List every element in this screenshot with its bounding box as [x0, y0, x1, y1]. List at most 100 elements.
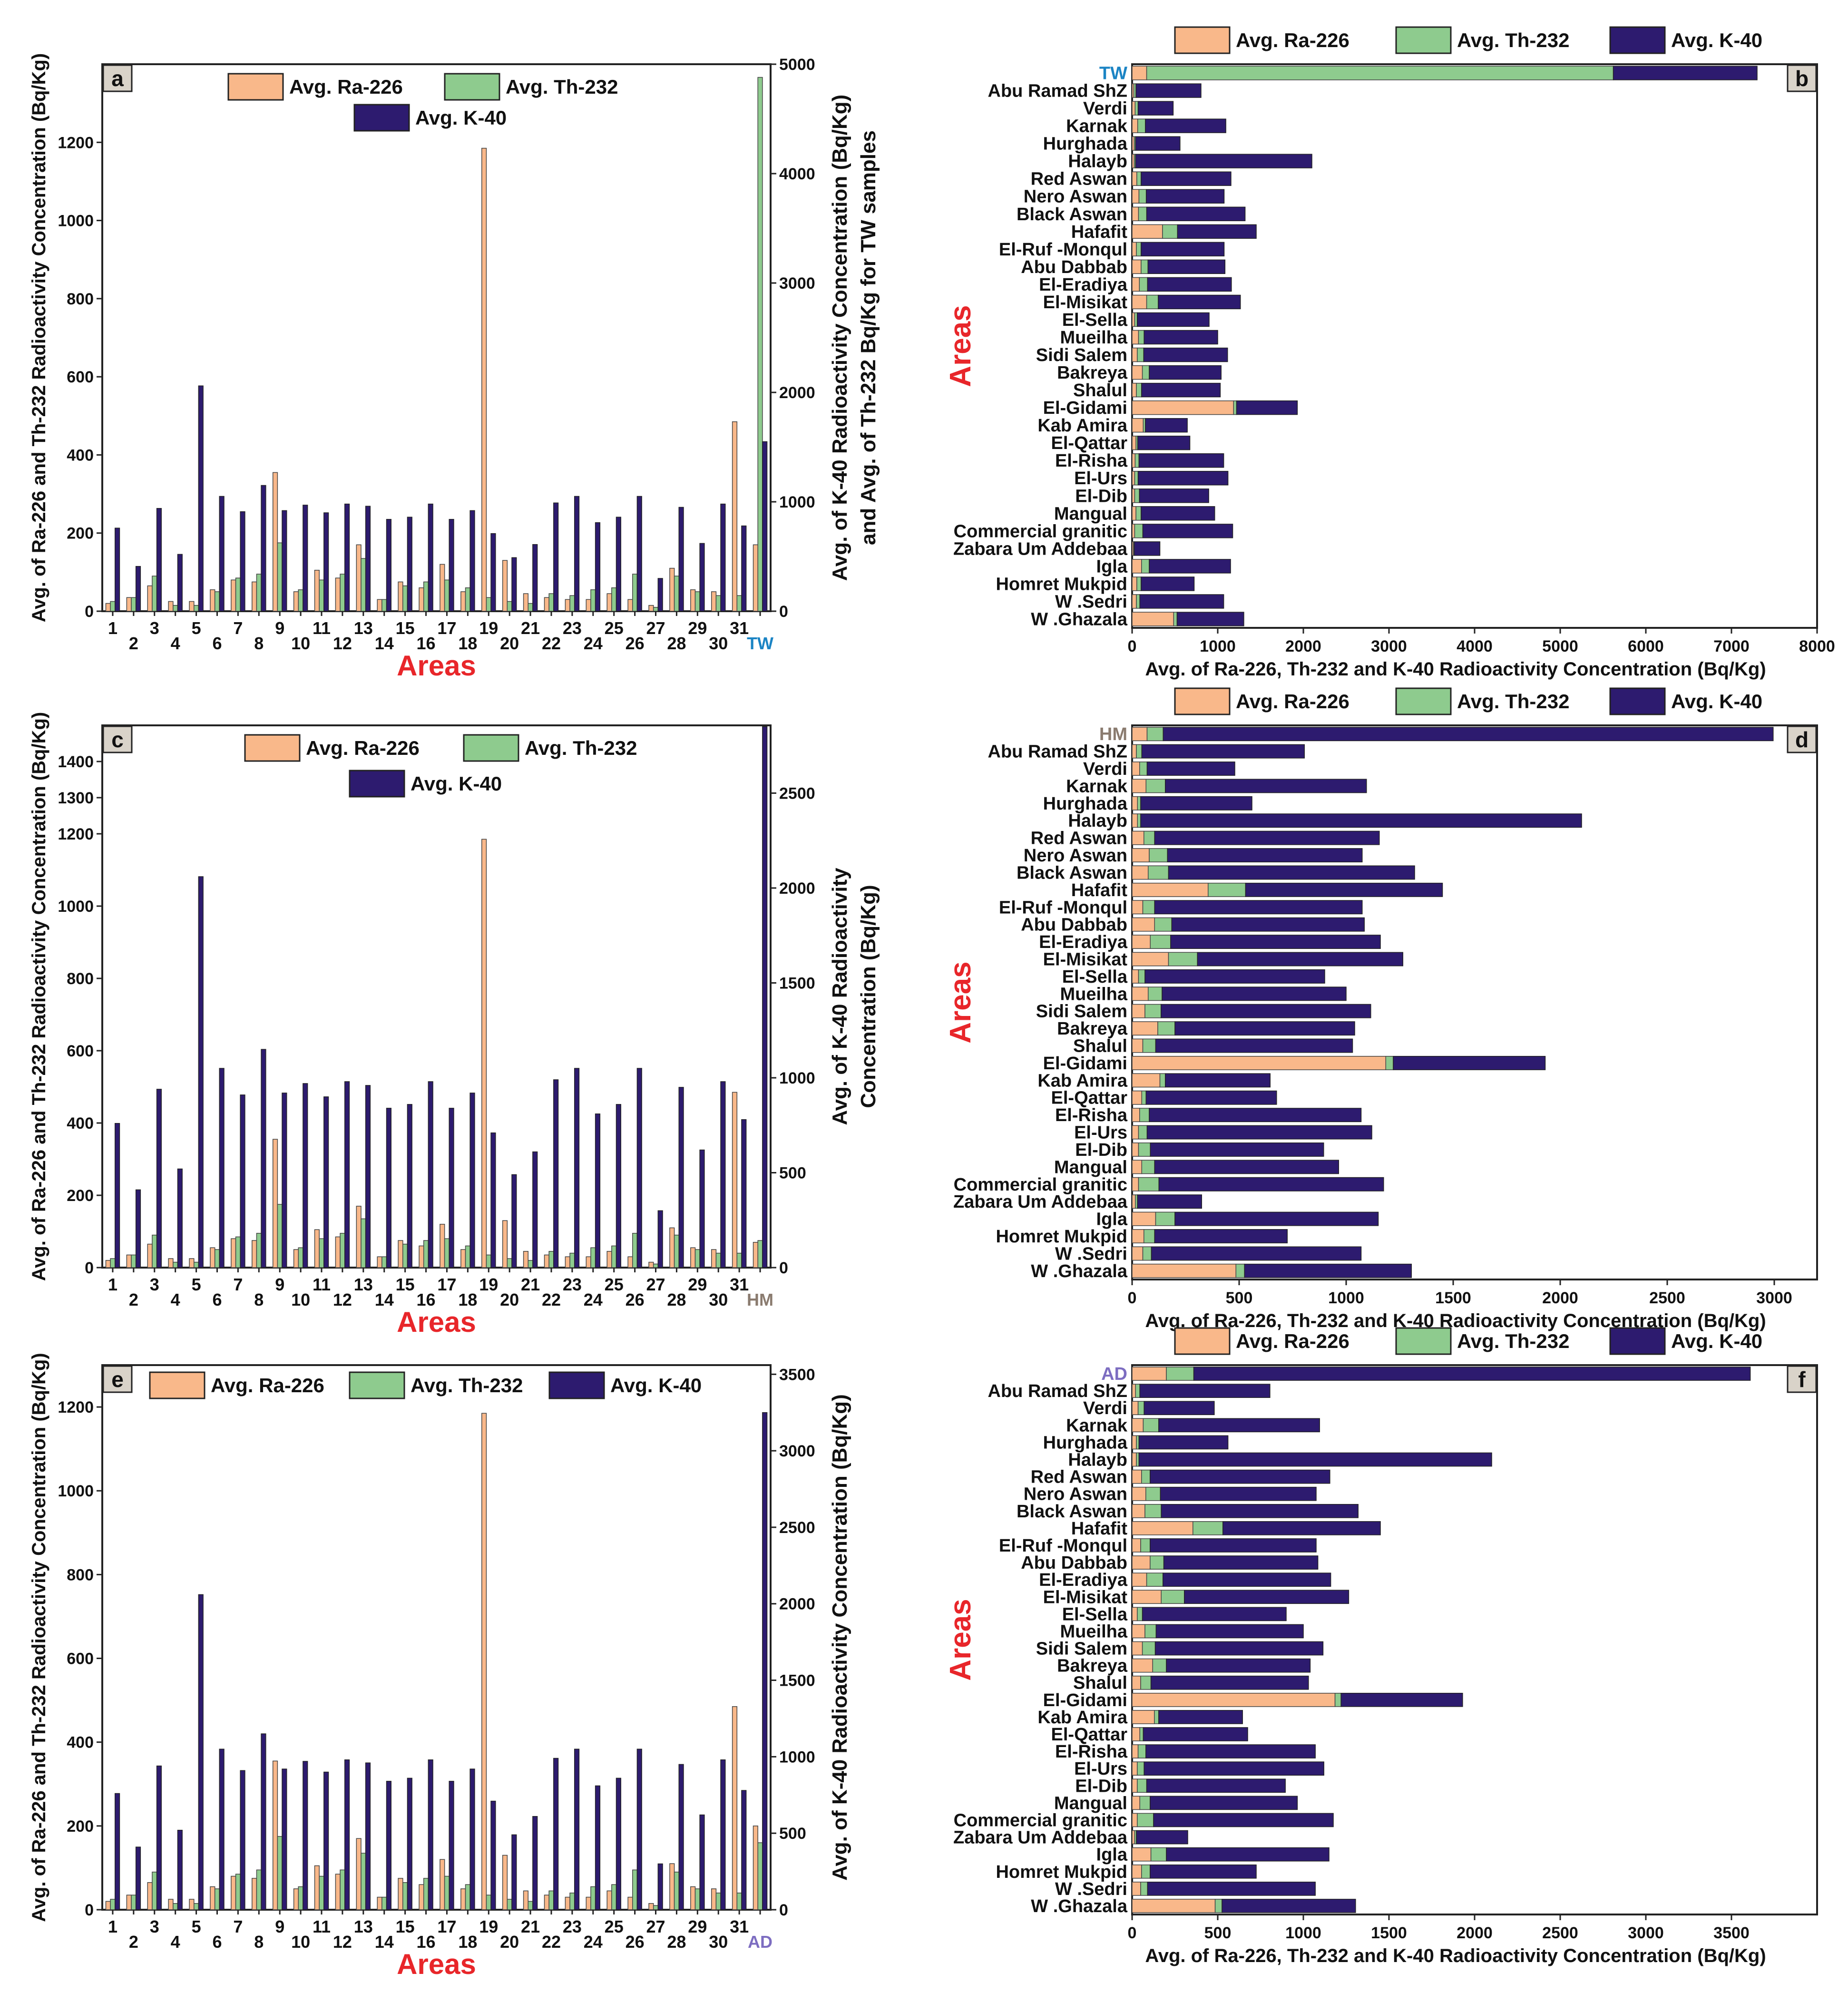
bar-th-21	[528, 1901, 533, 1910]
legend-k-label: Avg. K-40	[411, 772, 502, 795]
bar-k-6	[219, 496, 225, 612]
x-tick-label-HM: HM	[747, 1290, 773, 1309]
y-tick-label-W .Ghazala: W .Ghazala	[1031, 609, 1128, 629]
bar-ra-2	[126, 1895, 132, 1910]
y-tick-label-Abu Dabbab: Abu Dabbab	[1021, 1553, 1127, 1573]
legend-ra-label: Avg. Ra-226	[1236, 29, 1349, 51]
bar-th-22	[548, 1890, 554, 1910]
seg-k-Karnak	[1145, 118, 1226, 133]
x-tick-label-17: 17	[437, 1917, 456, 1936]
y-tick-label-Commercial granitic: Commercial granitic	[954, 1175, 1127, 1195]
seg-ra-Verdi	[1132, 762, 1140, 776]
y-tick-label-Karnak: Karnak	[1066, 1416, 1128, 1436]
seg-th-Kab Amira	[1154, 1710, 1159, 1724]
y-tick-label-Verdi: Verdi	[1083, 1398, 1127, 1418]
seg-k-Bakreya	[1174, 1021, 1355, 1036]
seg-ra-W .Ghazala	[1132, 1263, 1236, 1278]
bar-ra-15	[398, 581, 403, 612]
bar-k-25	[616, 517, 621, 612]
seg-k-El-Sella	[1137, 312, 1210, 327]
bar-ra-2	[126, 1254, 132, 1268]
seg-k-El-Ruf -Monqul	[1150, 1538, 1317, 1553]
y-tick-label-200: 200	[67, 1187, 94, 1205]
bar-k-14	[386, 1781, 391, 1910]
bar-ra-1	[105, 603, 111, 612]
seg-ra-El-Risha	[1132, 1744, 1139, 1758]
seg-k-Nero Aswan	[1167, 848, 1363, 862]
y-tick-label-El-Misikat: El-Misikat	[1043, 1587, 1128, 1607]
legend-ra-label: Avg. Ra-226	[1236, 1330, 1349, 1352]
bar-th-14	[381, 1896, 387, 1910]
seg-ra-Shalul	[1132, 1038, 1144, 1053]
y-tick-label-El-Misikat: El-Misikat	[1043, 293, 1128, 313]
y-tick-label-800: 800	[67, 970, 94, 988]
bar-ra-29	[690, 589, 696, 612]
bar-ra-11	[314, 570, 320, 612]
legend-ra-swatch	[1174, 26, 1231, 54]
bar-k-10	[303, 505, 308, 612]
bar-k-28	[678, 1087, 684, 1268]
x-tick-label-14: 14	[375, 1290, 394, 1309]
y-tick-label-Abu Ramad ShZ: Abu Ramad ShZ	[988, 1381, 1127, 1401]
seg-ra-Red Aswan	[1132, 171, 1137, 186]
y-tick-label-Hafafit: Hafafit	[1071, 222, 1128, 242]
seg-th-Sidi Salem	[1142, 1641, 1156, 1656]
bar-k-29	[699, 1149, 705, 1268]
seg-k-Red Aswan	[1154, 830, 1380, 845]
seg-k-W .Ghazala	[1244, 1263, 1412, 1278]
seg-ra-Kab Amira	[1132, 418, 1144, 433]
bar-ra-13	[356, 1838, 362, 1910]
seg-k-Mueilha	[1144, 330, 1218, 345]
y2-tick-label-2000: 2000	[779, 384, 815, 402]
bar-ra-4	[168, 601, 174, 612]
seg-th-W .Ghazala	[1214, 1899, 1222, 1913]
bar-k-16	[428, 503, 433, 612]
bar-ra-12	[335, 577, 341, 612]
bar-k-22	[553, 502, 559, 612]
seg-k-El-Misikat	[1184, 1590, 1349, 1604]
seg-ra-Commercial granitic	[1132, 1813, 1138, 1827]
bar-ra-16	[419, 1884, 424, 1910]
bar-th-20	[507, 1258, 512, 1268]
y2-axis-title-1: Concentration (Bq/Kg)	[857, 885, 880, 1108]
bar-k-13	[365, 1085, 371, 1268]
seg-ra-El-Ruf -Monqul	[1132, 1538, 1141, 1553]
seg-th-El-Dib	[1134, 488, 1140, 503]
y2-tick-label-2000: 2000	[779, 879, 815, 898]
y-tick-label-W .Ghazala: W .Ghazala	[1031, 1261, 1128, 1281]
y-tick-label-Zabara Um Addebaa: Zabara Um Addebaa	[953, 1192, 1128, 1212]
seg-th-Kab Amira	[1159, 1073, 1166, 1088]
y-axis-title: Avg. of Ra-226 and Th-232 Radioactivity …	[29, 53, 49, 622]
seg-ra-El-Sella	[1132, 969, 1139, 984]
legend-th-label: Avg. Th-232	[1457, 690, 1570, 713]
seg-k-W .Ghazala	[1222, 1899, 1356, 1913]
y2-axis-title-1: and Avg. of Th-232 Bq/Kg for TW samples	[857, 130, 880, 545]
bar-k-8	[261, 485, 266, 612]
y-tick-label-0: 0	[85, 1259, 94, 1277]
seg-k-El-Sella	[1144, 969, 1325, 984]
seg-ra-Red Aswan	[1132, 1469, 1142, 1484]
bar-ra-18	[460, 591, 466, 612]
seg-ra-El-Misikat	[1132, 952, 1169, 967]
x-tick-label-28: 28	[667, 634, 686, 653]
chart-a: 1234567891011121314151617181920212223242…	[29, 53, 880, 682]
bar-k-17	[449, 1108, 454, 1268]
y-tick-label-Verdi: Verdi	[1083, 99, 1127, 119]
bar-th-9	[277, 542, 283, 612]
seg-th-Nero Aswan	[1145, 1486, 1161, 1501]
seg-th-W .Sedri	[1142, 1246, 1152, 1261]
bar-ra-25	[606, 593, 612, 612]
y-tick-label-200: 200	[67, 1817, 94, 1836]
bar-k-29	[699, 543, 705, 612]
seg-k-El-Qattar	[1143, 1727, 1248, 1741]
bar-th-11	[319, 1238, 324, 1268]
seg-k-W .Ghazala	[1176, 612, 1244, 626]
bar-ra-10	[293, 591, 299, 612]
bar-k-25	[616, 1777, 621, 1910]
seg-th-TW	[1146, 66, 1614, 80]
seg-th-Sidi Salem	[1137, 347, 1144, 362]
y-tick-label-Hurghada: Hurghada	[1043, 134, 1128, 154]
seg-ra-TW	[1132, 66, 1147, 80]
bar-th-4	[173, 1903, 178, 1910]
seg-th-Igla	[1155, 1211, 1175, 1226]
